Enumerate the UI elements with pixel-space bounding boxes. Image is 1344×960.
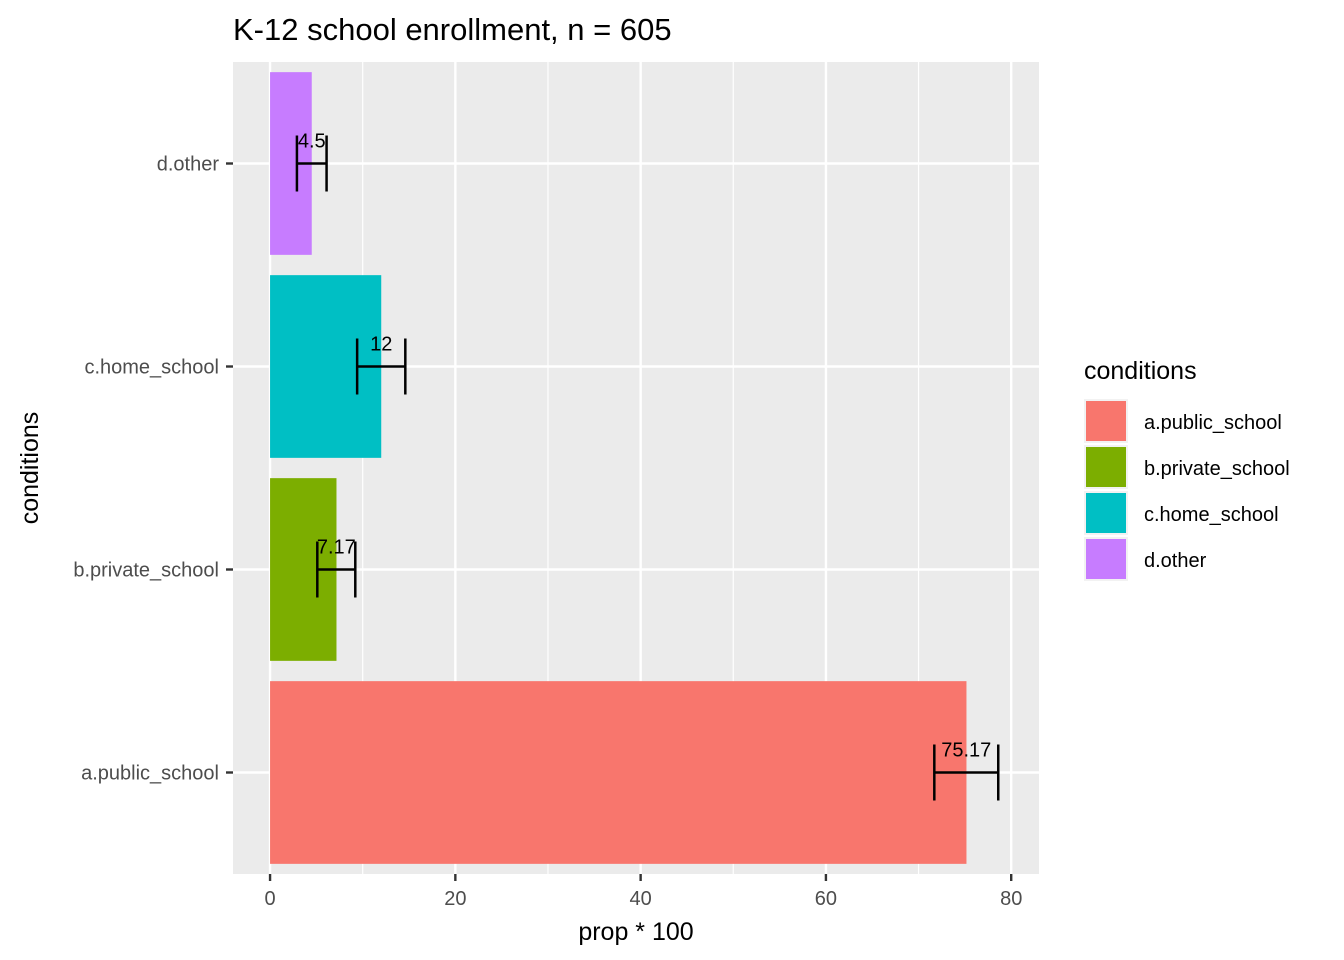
y-axis-title: conditions <box>16 412 44 525</box>
bar-a.public_school <box>270 681 967 864</box>
error-bar-b.private_school <box>316 541 357 598</box>
error-bars <box>295 135 1000 801</box>
y-tick-label: d.other <box>157 154 220 176</box>
legend-item-b.private_school: b.private_school <box>1084 445 1290 489</box>
x-axis: 0 20 40 60 80 <box>264 874 1022 910</box>
legend-label: c.home_school <box>1144 504 1279 526</box>
value-label-d.other: 4.5 <box>298 131 326 153</box>
x-tick-label: 60 <box>815 888 837 910</box>
value-label-b.private_school: 7.17 <box>317 537 356 559</box>
chart-title: K-12 school enrollment, n = 605 <box>233 12 672 47</box>
legend-swatch <box>1086 401 1126 441</box>
value-label-a.public_school: 75.17 <box>941 740 991 762</box>
x-tick-label: 80 <box>1000 888 1022 910</box>
legend-label: b.private_school <box>1144 458 1290 480</box>
value-labels: 75.17 7.17 12 4.5 <box>298 131 991 762</box>
y-tick-label: a.public_school <box>81 763 219 785</box>
x-tick-label: 0 <box>264 888 275 910</box>
error-bar-d.other <box>295 135 328 192</box>
y-tick-label: c.home_school <box>84 357 219 379</box>
error-bar-a.public_school <box>933 744 1000 801</box>
legend: a.public_school b.private_school c.home_sc… <box>1084 399 1290 581</box>
legend-item-d.other: d.other <box>1084 537 1207 581</box>
y-axis: a.public_school b.private_school c.home_sc… <box>73 154 233 785</box>
error-bar-c.home_school <box>355 338 407 395</box>
legend-item-c.home_school: c.home_school <box>1084 491 1279 535</box>
y-tick-label: b.private_school <box>73 560 219 582</box>
legend-label: d.other <box>1144 550 1207 572</box>
value-label-c.home_school: 12 <box>370 334 392 356</box>
legend-title: conditions <box>1084 357 1197 385</box>
x-tick-label: 20 <box>444 888 466 910</box>
x-axis-title: prop * 100 <box>578 918 693 946</box>
legend-item-a.public_school: a.public_school <box>1084 399 1282 443</box>
legend-swatch <box>1086 493 1126 533</box>
legend-swatch <box>1086 539 1126 579</box>
legend-label: a.public_school <box>1144 412 1282 434</box>
x-tick-label: 40 <box>630 888 652 910</box>
legend-swatch <box>1086 447 1126 487</box>
